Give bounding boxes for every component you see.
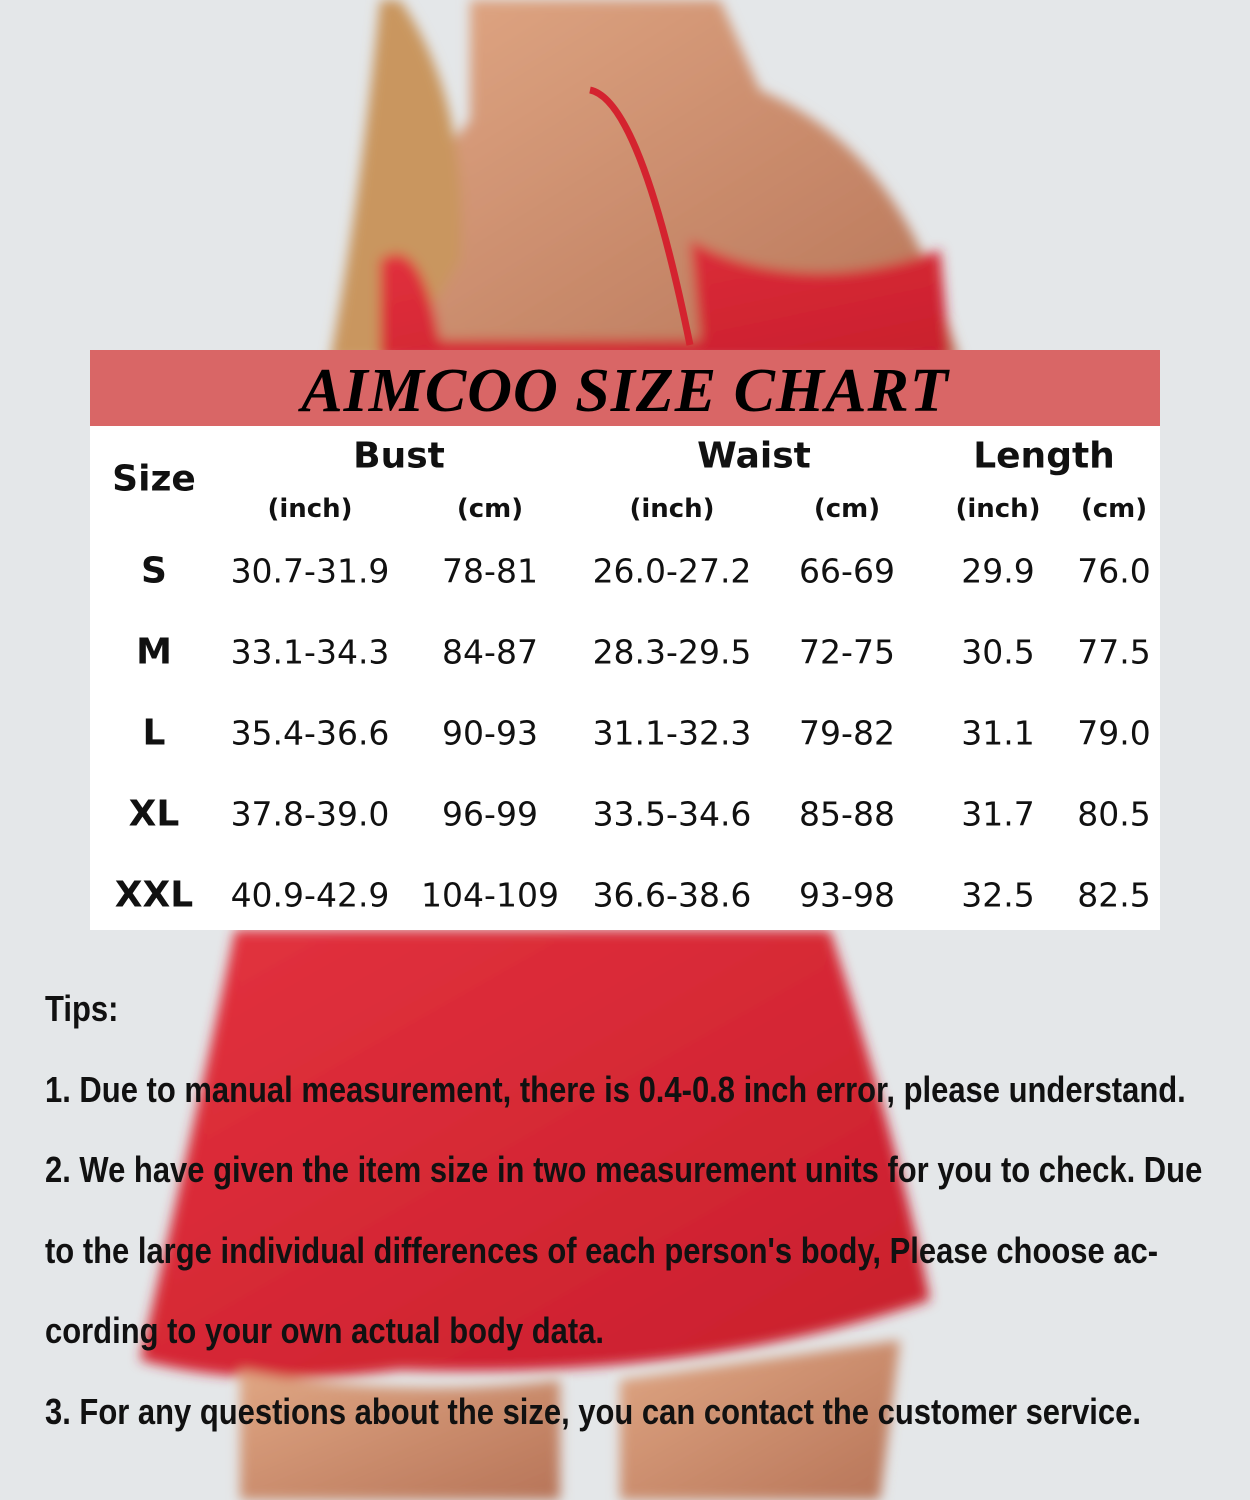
size-chart-table: AIMCOO SIZE CHART Size Bust Waist Length… bbox=[90, 350, 1160, 930]
table-cell: 33.5-34.6 bbox=[592, 794, 752, 834]
waist-group-header: Waist bbox=[697, 435, 811, 477]
table-cell: 40.9-42.9 bbox=[230, 875, 390, 915]
size-label: L bbox=[142, 712, 166, 754]
table-cell: 30.7-31.9 bbox=[230, 551, 390, 591]
size-label: XL bbox=[128, 793, 180, 835]
table-cell: 35.4-36.6 bbox=[230, 713, 390, 753]
size-chart-title-bar: AIMCOO SIZE CHART bbox=[90, 350, 1160, 426]
table-cell: 66-69 bbox=[799, 551, 895, 591]
table-cell: 33.1-34.3 bbox=[230, 632, 390, 672]
table-cell: 28.3-29.5 bbox=[592, 632, 752, 672]
table-cell: 31.1 bbox=[961, 713, 1035, 753]
unit-header: (inch) bbox=[955, 494, 1041, 524]
table-cell: 80.5 bbox=[1077, 794, 1151, 834]
size-label: M bbox=[136, 631, 172, 673]
tip-line: 3. For any questions about the size, you… bbox=[45, 1391, 1141, 1432]
table-cell: 85-88 bbox=[799, 794, 895, 834]
tip-line: cording to your own actual body data. bbox=[45, 1310, 605, 1352]
table-cell: 79.0 bbox=[1077, 713, 1151, 753]
table-cell: 76.0 bbox=[1077, 551, 1151, 591]
unit-header: (cm) bbox=[813, 494, 881, 524]
table-cell: 93-98 bbox=[799, 875, 895, 915]
table-cell: 30.5 bbox=[961, 632, 1035, 672]
table-cell: 77.5 bbox=[1077, 632, 1151, 672]
table-cell: 104-109 bbox=[421, 875, 559, 915]
table-cell: 78-81 bbox=[442, 551, 538, 591]
table-cell: 96-99 bbox=[442, 794, 538, 834]
table-cell: 31.7 bbox=[961, 794, 1035, 834]
unit-header: (inch) bbox=[629, 494, 715, 524]
table-cell: 90-93 bbox=[442, 713, 538, 753]
table-cell: 37.8-39.0 bbox=[230, 794, 390, 834]
bust-group-header: Bust bbox=[353, 435, 445, 477]
size-column-header: Size bbox=[112, 458, 196, 500]
size-label: S bbox=[141, 550, 167, 592]
table-cell: 31.1-32.3 bbox=[592, 713, 752, 753]
size-chart-title: AIMCOO SIZE CHART bbox=[301, 357, 949, 425]
length-group-header: Length bbox=[973, 435, 1115, 477]
unit-header: (cm) bbox=[1080, 494, 1148, 524]
table-cell: 79-82 bbox=[799, 713, 895, 753]
table-cell: 72-75 bbox=[799, 632, 895, 672]
tip-line: to the large individual differences of e… bbox=[45, 1229, 1159, 1271]
table-cell: 29.9 bbox=[961, 551, 1035, 591]
table-cell: 84-87 bbox=[442, 632, 538, 672]
table-cell: 26.0-27.2 bbox=[592, 551, 752, 591]
tip-line: 2. We have given the item size in two me… bbox=[45, 1149, 1203, 1191]
size-label: XXL bbox=[114, 874, 194, 916]
tips-heading: Tips: bbox=[45, 988, 119, 1029]
unit-header: (inch) bbox=[267, 494, 353, 524]
tip-line: 1. Due to manual measurement, there is 0… bbox=[45, 1068, 1186, 1110]
unit-header: (cm) bbox=[456, 494, 524, 524]
table-cell: 82.5 bbox=[1077, 875, 1151, 915]
table-cell: 32.5 bbox=[961, 875, 1035, 915]
table-cell: 36.6-38.6 bbox=[592, 875, 752, 915]
